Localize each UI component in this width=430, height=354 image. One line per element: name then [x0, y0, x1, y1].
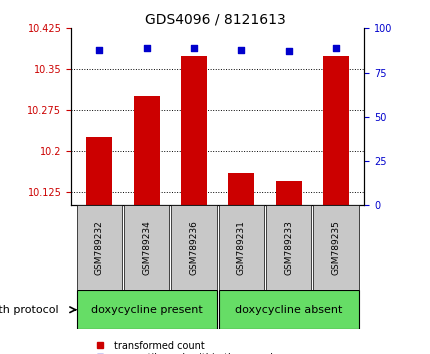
- Text: GSM789236: GSM789236: [189, 220, 198, 275]
- Bar: [265, 205, 310, 290]
- Bar: [218, 290, 358, 329]
- Text: GSM789234: GSM789234: [142, 221, 151, 275]
- Bar: [77, 290, 216, 329]
- Point: [96, 47, 103, 52]
- Bar: [86, 137, 112, 205]
- Text: GSM789231: GSM789231: [236, 220, 245, 275]
- Text: growth protocol: growth protocol: [0, 305, 58, 315]
- Bar: [133, 96, 160, 205]
- Point: [285, 48, 292, 54]
- Bar: [228, 173, 254, 205]
- Legend: transformed count, percentile rank within the sample: transformed count, percentile rank withi…: [86, 337, 282, 354]
- Text: GDS4096 / 8121613: GDS4096 / 8121613: [145, 12, 285, 27]
- Point: [237, 47, 244, 52]
- Bar: [322, 56, 348, 205]
- Text: GSM789233: GSM789233: [283, 220, 292, 275]
- Text: GSM789235: GSM789235: [331, 220, 340, 275]
- Point: [332, 45, 338, 51]
- Point: [190, 45, 197, 51]
- Bar: [181, 56, 206, 205]
- Bar: [171, 205, 216, 290]
- Bar: [313, 205, 358, 290]
- Bar: [275, 181, 301, 205]
- Bar: [124, 205, 169, 290]
- Point: [143, 45, 150, 51]
- Text: doxycycline absent: doxycycline absent: [234, 305, 341, 315]
- Bar: [77, 205, 122, 290]
- Text: doxycycline present: doxycycline present: [91, 305, 202, 315]
- Text: GSM789232: GSM789232: [95, 221, 104, 275]
- Bar: [218, 205, 263, 290]
